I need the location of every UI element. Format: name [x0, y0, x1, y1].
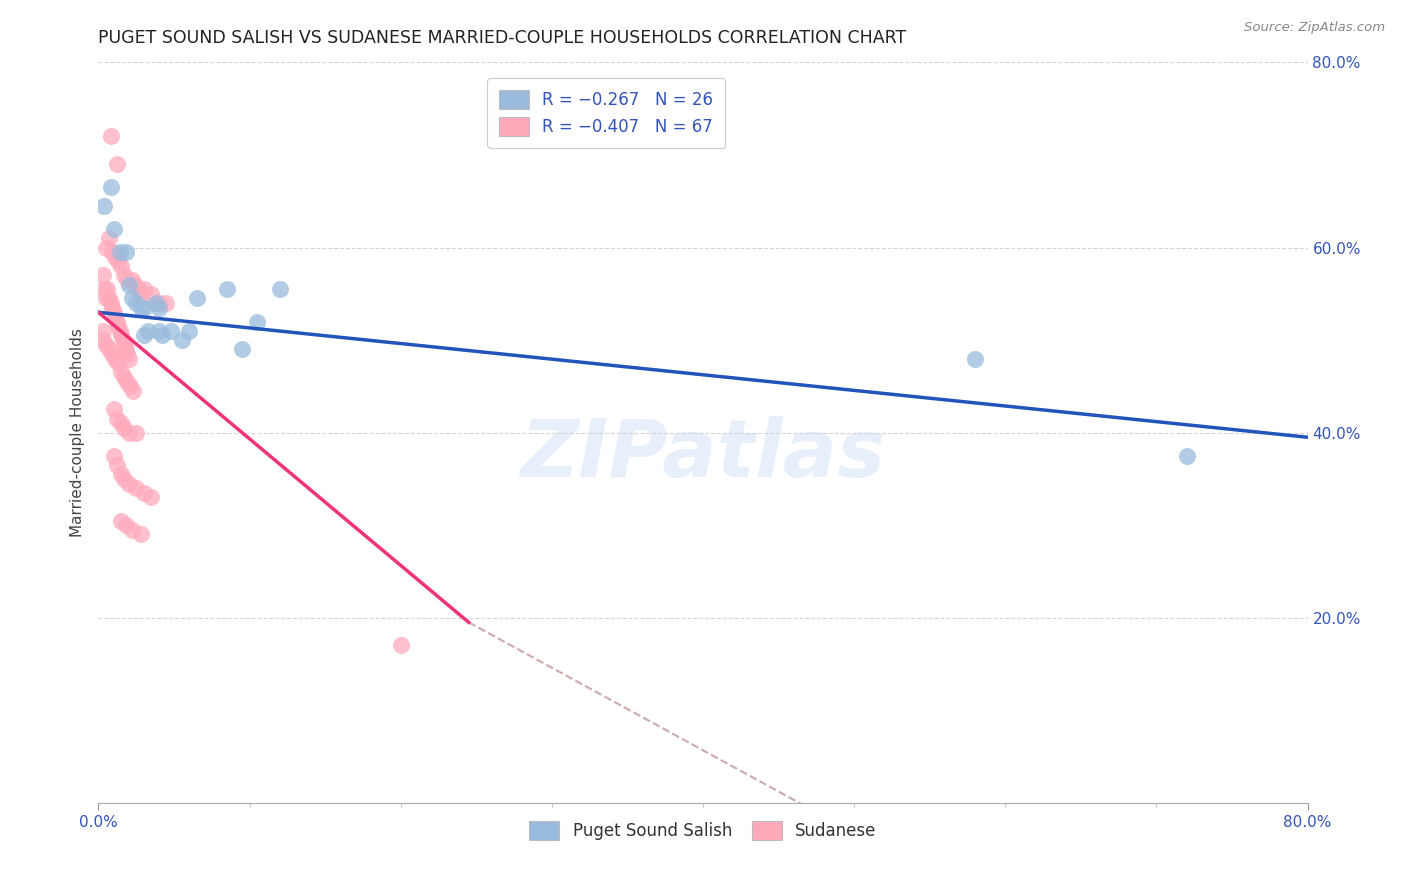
Point — [1175, 449, 1198, 463]
Point — [132, 485, 155, 500]
Point — [115, 375, 138, 389]
Point — [115, 347, 138, 361]
Point — [114, 245, 136, 260]
Point — [129, 527, 152, 541]
Point — [160, 324, 183, 338]
Point — [108, 245, 131, 260]
Text: PUGET SOUND SALISH VS SUDANESE MARRIED-COUPLE HOUSEHOLDS CORRELATION CHART: PUGET SOUND SALISH VS SUDANESE MARRIED-C… — [98, 29, 907, 47]
Point — [110, 366, 132, 380]
Point — [118, 425, 141, 440]
Point — [114, 518, 136, 533]
Point — [107, 356, 129, 370]
Point — [100, 180, 122, 194]
Point — [132, 282, 155, 296]
Point — [120, 379, 142, 393]
Point — [98, 231, 121, 245]
Point — [215, 282, 238, 296]
Point — [112, 337, 135, 351]
Point — [129, 301, 152, 315]
Point — [121, 523, 143, 537]
Point — [100, 296, 122, 310]
Point — [105, 458, 128, 472]
Point — [136, 324, 159, 338]
Point — [103, 305, 125, 319]
Point — [127, 282, 149, 296]
Point — [107, 254, 129, 268]
Point — [93, 199, 115, 213]
Point — [231, 343, 253, 357]
Point — [125, 425, 148, 440]
Point — [389, 639, 412, 653]
Point — [118, 351, 141, 366]
Y-axis label: Married-couple Households: Married-couple Households — [69, 328, 84, 537]
Point — [112, 472, 135, 486]
Point — [104, 351, 127, 366]
Point — [105, 157, 128, 171]
Point — [122, 384, 145, 398]
Text: Source: ZipAtlas.com: Source: ZipAtlas.com — [1244, 21, 1385, 34]
Point — [110, 467, 132, 482]
Point — [91, 324, 114, 338]
Point — [186, 292, 208, 306]
Point — [155, 296, 177, 310]
Point — [100, 129, 122, 144]
Point — [112, 421, 135, 435]
Point — [91, 333, 114, 347]
Point — [105, 411, 128, 425]
Point — [104, 310, 127, 324]
Point — [118, 476, 141, 491]
Point — [105, 314, 128, 328]
Text: ZIPatlas: ZIPatlas — [520, 416, 886, 494]
Point — [125, 481, 148, 495]
Point — [93, 282, 115, 296]
Point — [148, 301, 170, 315]
Point — [179, 324, 201, 338]
Point — [148, 296, 170, 310]
Point — [98, 292, 121, 306]
Point — [150, 328, 173, 343]
Point — [98, 343, 121, 357]
Point — [115, 273, 138, 287]
Point — [101, 347, 124, 361]
Point — [94, 292, 117, 306]
Point — [965, 351, 987, 366]
Point — [110, 514, 132, 528]
Point — [114, 343, 136, 357]
Point — [112, 268, 135, 283]
Point — [96, 282, 118, 296]
Point — [121, 292, 143, 306]
Point — [104, 250, 127, 264]
Point — [101, 301, 124, 315]
Point — [103, 449, 125, 463]
Legend: Puget Sound Salish, Sudanese: Puget Sound Salish, Sudanese — [519, 811, 887, 850]
Point — [110, 259, 132, 273]
Point — [141, 286, 163, 301]
Point — [124, 277, 146, 292]
Point — [129, 286, 152, 301]
Point — [110, 417, 132, 431]
Point — [132, 328, 155, 343]
Point — [103, 222, 125, 236]
Point — [145, 296, 167, 310]
Point — [269, 282, 291, 296]
Point — [108, 324, 131, 338]
Point — [121, 273, 143, 287]
Point — [170, 333, 193, 347]
Point — [118, 277, 141, 292]
Point — [91, 268, 114, 283]
Point — [103, 402, 125, 417]
Point — [246, 314, 269, 328]
Point — [148, 324, 170, 338]
Point — [94, 337, 117, 351]
Point — [110, 328, 132, 343]
Point — [111, 333, 134, 347]
Point — [125, 296, 148, 310]
Point — [132, 301, 155, 315]
Point — [101, 245, 124, 260]
Point — [112, 370, 135, 384]
Point — [94, 240, 117, 255]
Point — [141, 491, 163, 505]
Point — [107, 319, 129, 334]
